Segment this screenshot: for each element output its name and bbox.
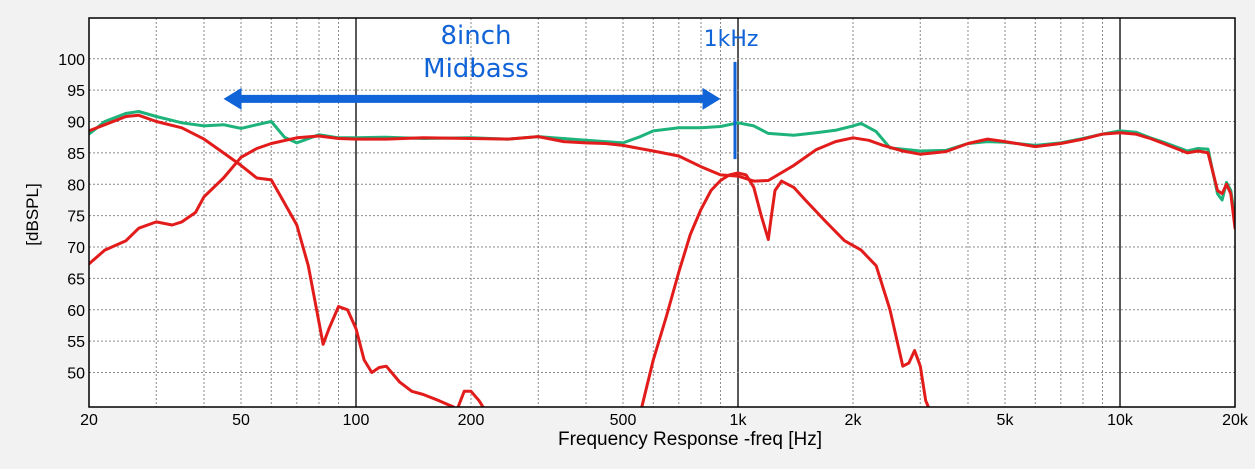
midbass-arrow-head-right xyxy=(702,87,721,110)
x-tick-label: 2k xyxy=(845,412,863,429)
x-tick-label: 100 xyxy=(343,412,370,429)
y-tick-label: 65 xyxy=(67,271,85,288)
midbass-arrow-head-left xyxy=(223,87,242,110)
x-axis-label: Frequency Response -freq [Hz] xyxy=(558,429,822,450)
x-tick-label: 500 xyxy=(610,412,637,429)
y-tick-label: 80 xyxy=(67,177,85,194)
midbass-label-line1: 8inch xyxy=(440,21,511,51)
y-tick-label: 60 xyxy=(67,303,85,320)
plot-frame xyxy=(88,17,1236,408)
series-line-4 xyxy=(640,171,930,407)
y-axis-label: [dBSPL] xyxy=(23,183,42,245)
y-tick-label: 55 xyxy=(67,334,85,351)
x-tick-label: 20k xyxy=(1222,412,1249,429)
series-line-5 xyxy=(456,389,485,407)
plot-area xyxy=(89,18,1235,407)
x-tick-label: 10k xyxy=(1107,412,1134,429)
x-tick-label: 5k xyxy=(997,412,1015,429)
x-tick-label: 1k xyxy=(730,412,748,429)
x-tick-label: 200 xyxy=(458,412,485,429)
y-tick-label: 75 xyxy=(67,209,85,226)
x-tick-label: 50 xyxy=(232,412,250,429)
series-line-3 xyxy=(89,131,1235,266)
y-tick-label: 100 xyxy=(58,52,85,69)
midbass-label-line2: Midbass xyxy=(423,54,529,84)
grid xyxy=(89,18,1235,407)
series-group xyxy=(89,110,1235,407)
y-tick-label: 50 xyxy=(67,365,85,382)
y-tick-label: 90 xyxy=(67,115,85,132)
y-tick-label: 95 xyxy=(67,83,85,100)
y-tick-label: 70 xyxy=(67,240,85,257)
series-line-2 xyxy=(89,113,455,407)
crossover-label: 1kHz xyxy=(704,27,759,52)
x-tick-label: 20 xyxy=(80,412,98,429)
y-tick-label: 85 xyxy=(67,146,85,163)
